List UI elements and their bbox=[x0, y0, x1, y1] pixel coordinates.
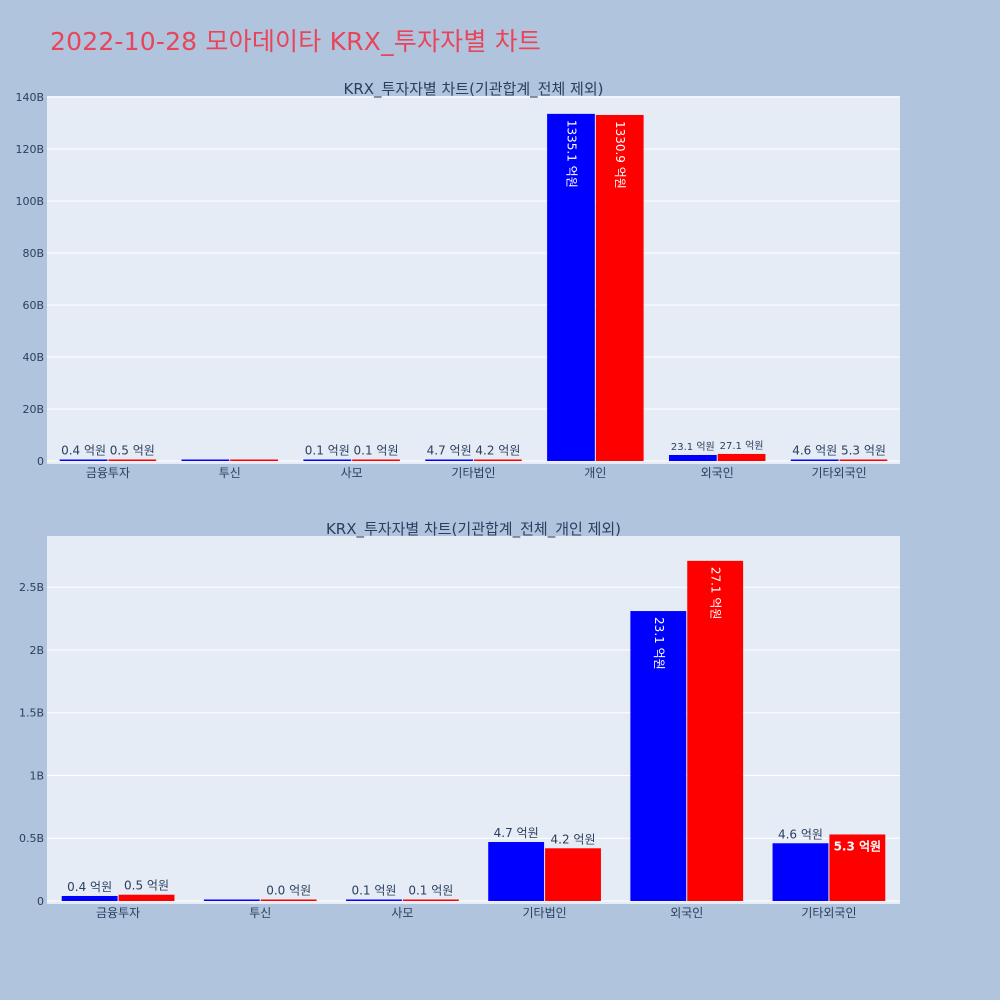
data-label: 4.7 억원 bbox=[427, 444, 472, 458]
category-label: 사모 bbox=[341, 466, 363, 480]
bar bbox=[346, 899, 402, 901]
data-label: 1335.1 억원 bbox=[564, 120, 578, 188]
category-label: 금융투자 bbox=[86, 466, 130, 480]
bar bbox=[203, 899, 260, 901]
data-label: 4.2 억원 bbox=[475, 444, 520, 458]
data-label: 0.0 억원 bbox=[266, 884, 311, 898]
investor-chart-2: 0 0.5B 1B 1.5B 2B 2.5B KRX_투자자별 차트(기관합계_전체_개인 … bbox=[19, 520, 900, 920]
bar bbox=[303, 459, 352, 461]
y-tick-label: 0 bbox=[37, 895, 44, 908]
chart-title: KRX_투자자별 차트(기관합계_전체 제외) bbox=[344, 80, 604, 99]
bar bbox=[630, 611, 687, 901]
bar bbox=[260, 899, 317, 901]
bar bbox=[108, 459, 157, 461]
y-tick-label: 2.5B bbox=[19, 581, 44, 594]
bar bbox=[230, 459, 279, 461]
bar bbox=[61, 895, 118, 901]
category-label: 외국인 bbox=[670, 906, 703, 920]
bar bbox=[829, 834, 886, 901]
data-label: 23.1 억원 bbox=[671, 441, 715, 453]
bar bbox=[717, 453, 766, 461]
bar bbox=[425, 459, 473, 461]
data-label: 0.4 억원 bbox=[61, 444, 106, 458]
bar bbox=[687, 560, 744, 901]
bar bbox=[181, 459, 230, 461]
plot-area bbox=[47, 536, 900, 904]
y-tick-label: 0 bbox=[37, 455, 44, 468]
y-tick-label: 2B bbox=[29, 644, 44, 657]
bar bbox=[790, 459, 839, 461]
y-tick-label: 80B bbox=[22, 247, 44, 260]
data-label: 1330.9 억원 bbox=[613, 121, 627, 189]
y-tick-label: 40B bbox=[22, 351, 44, 364]
category-label: 투신 bbox=[249, 906, 271, 920]
data-label: 4.2 억원 bbox=[551, 832, 596, 846]
y-tick-label: 0.5B bbox=[19, 832, 44, 845]
data-label: 5.3 억원 bbox=[834, 839, 882, 853]
category-label: 외국인 bbox=[701, 466, 734, 480]
bar bbox=[668, 454, 717, 461]
page-title: 2022-10-28 모아데이타 KRX_투자자별 차트 bbox=[50, 27, 542, 56]
data-label: 27.1 억원 bbox=[720, 440, 764, 452]
y-tick-label: 100B bbox=[15, 195, 44, 208]
data-label: 0.5 억원 bbox=[110, 444, 155, 458]
data-label: 4.6 억원 bbox=[778, 827, 823, 841]
bar bbox=[772, 843, 829, 901]
category-label: 기타법인 bbox=[451, 466, 495, 480]
data-label: 4.7 억원 bbox=[494, 826, 539, 840]
y-tick-label: 60B bbox=[22, 299, 44, 312]
data-label: 0.5 억원 bbox=[124, 879, 169, 893]
category-label: 기타외국인 bbox=[811, 466, 866, 480]
category-label: 기타외국인 bbox=[801, 906, 856, 920]
data-label: 0.1 억원 bbox=[305, 444, 350, 458]
bar bbox=[402, 899, 459, 901]
data-label: 4.6 억원 bbox=[792, 444, 837, 458]
bar bbox=[59, 459, 108, 461]
bar bbox=[474, 459, 522, 461]
investor-chart-1: 0 20B 40B 60B 80B 100B 120B 140B KRX_투자자별 차트(기관합… bbox=[15, 80, 900, 480]
y-tick-label: 1.5B bbox=[19, 707, 44, 720]
bar bbox=[352, 459, 400, 461]
data-label: 0.4 억원 bbox=[67, 880, 112, 894]
plot-area bbox=[47, 96, 900, 464]
y-tick-label: 140B bbox=[15, 91, 44, 104]
category-label: 기타법인 bbox=[522, 906, 566, 920]
data-label: 0.1 억원 bbox=[408, 884, 453, 898]
data-label: 23.1 억원 bbox=[652, 617, 666, 670]
y-tick-label: 20B bbox=[22, 403, 44, 416]
bar bbox=[488, 842, 545, 901]
category-label: 금융투자 bbox=[96, 906, 140, 920]
bar bbox=[595, 114, 644, 461]
data-label: 0.1 억원 bbox=[354, 444, 399, 458]
bar bbox=[547, 113, 595, 462]
category-label: 사모 bbox=[391, 906, 413, 920]
y-tick-label: 120B bbox=[15, 143, 44, 156]
data-label: 27.1 억원 bbox=[709, 567, 723, 620]
data-label: 0.1 억원 bbox=[351, 884, 396, 898]
bar bbox=[118, 894, 175, 901]
bar bbox=[839, 459, 888, 461]
category-label: 개인 bbox=[584, 466, 606, 480]
bar bbox=[545, 848, 601, 901]
chart-title: KRX_투자자별 차트(기관합계_전체_개인 제외) bbox=[326, 520, 621, 539]
data-label: 5.3 억원 bbox=[841, 444, 886, 458]
y-tick-label: 1B bbox=[29, 769, 44, 782]
category-label: 투신 bbox=[219, 466, 241, 480]
